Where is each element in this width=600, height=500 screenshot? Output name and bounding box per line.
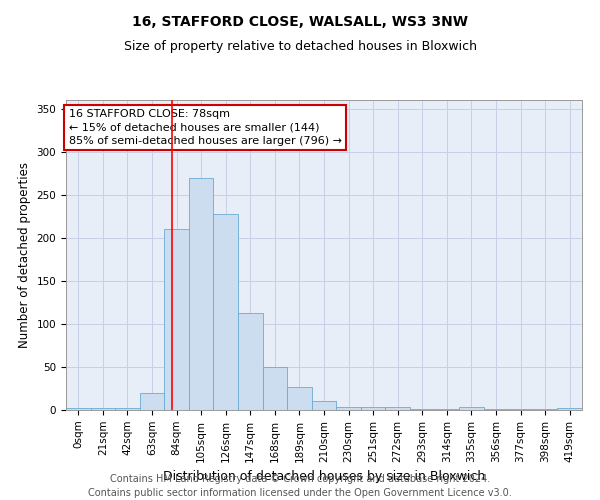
Bar <box>66 408 91 410</box>
Bar <box>385 406 410 410</box>
X-axis label: Distribution of detached houses by size in Bloxwich: Distribution of detached houses by size … <box>163 470 485 483</box>
Bar <box>312 402 336 410</box>
Bar <box>164 229 189 410</box>
Text: 16 STAFFORD CLOSE: 78sqm
← 15% of detached houses are smaller (144)
85% of semi-: 16 STAFFORD CLOSE: 78sqm ← 15% of detach… <box>68 110 341 146</box>
Bar <box>263 367 287 410</box>
Bar <box>336 406 361 410</box>
Bar <box>434 409 459 410</box>
Bar <box>533 409 557 410</box>
Bar <box>115 408 140 410</box>
Text: 16, STAFFORD CLOSE, WALSALL, WS3 3NW: 16, STAFFORD CLOSE, WALSALL, WS3 3NW <box>132 15 468 29</box>
Bar <box>508 409 533 410</box>
Y-axis label: Number of detached properties: Number of detached properties <box>18 162 31 348</box>
Bar <box>484 409 508 410</box>
Bar <box>189 178 214 410</box>
Bar <box>214 214 238 410</box>
Bar <box>238 312 263 410</box>
Text: Contains HM Land Registry data © Crown copyright and database right 2024.
Contai: Contains HM Land Registry data © Crown c… <box>88 474 512 498</box>
Text: Size of property relative to detached houses in Bloxwich: Size of property relative to detached ho… <box>124 40 476 53</box>
Bar <box>459 408 484 410</box>
Bar <box>410 409 434 410</box>
Bar <box>557 408 582 410</box>
Bar <box>287 387 312 410</box>
Bar <box>91 408 115 410</box>
Bar <box>140 393 164 410</box>
Bar <box>361 406 385 410</box>
